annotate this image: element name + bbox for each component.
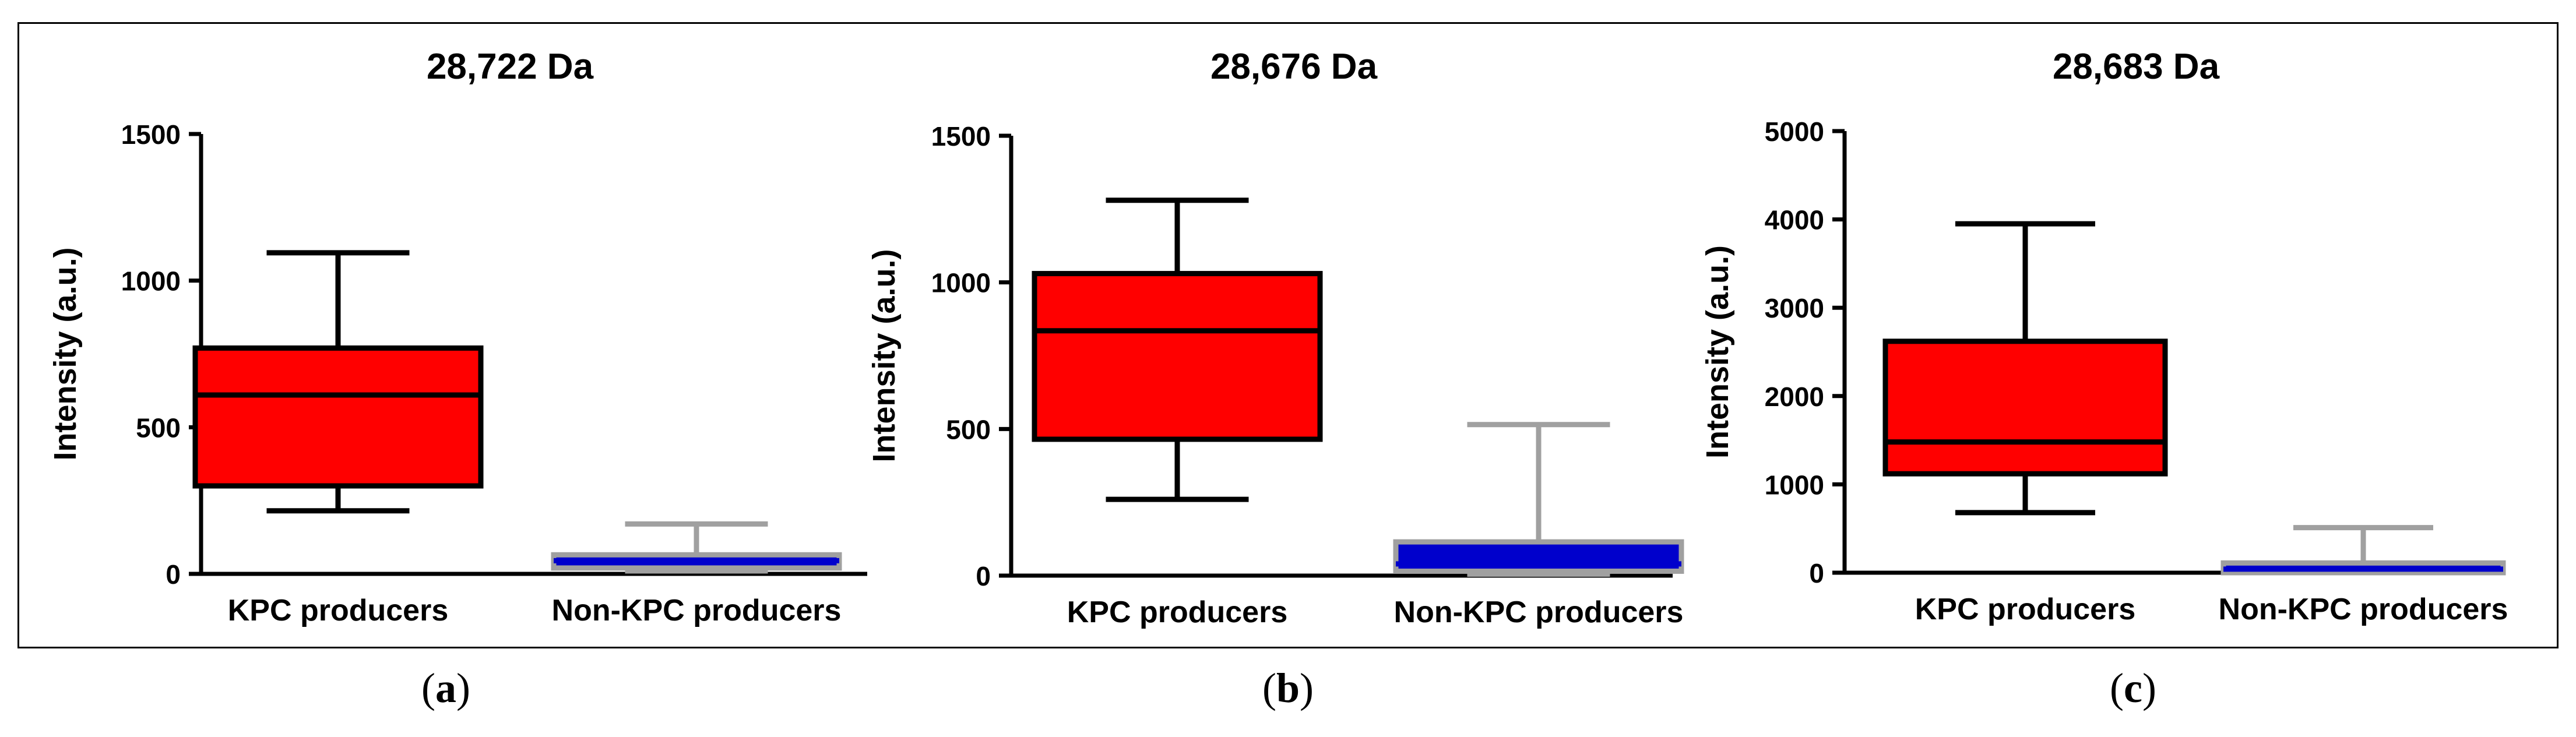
y-tick-label: 1000 <box>931 268 991 298</box>
figure-frame <box>17 22 2559 648</box>
chart-title: 28,683 Da <box>2053 47 2220 87</box>
y-tick-label: 5000 <box>1765 117 1824 147</box>
y-tick-label: 0 <box>976 561 991 591</box>
box-iqr <box>1882 338 2168 477</box>
y-tick-label: 1000 <box>1765 470 1824 500</box>
category-label: KPC producers <box>1915 593 2136 626</box>
chart-title: 28,676 Da <box>1210 47 1378 87</box>
caption-a: (a) <box>421 665 470 711</box>
y-tick-label: 500 <box>946 414 991 445</box>
y-axis-label: Intensity (a.u.) <box>867 249 902 462</box>
y-tick-label: 0 <box>166 559 181 590</box>
y-tick-label: 1500 <box>121 119 181 150</box>
y-axis-label: Intensity (a.u.) <box>48 247 83 460</box>
category-label: Non-KPC producers <box>1394 595 1684 629</box>
y-tick-label: 4000 <box>1765 205 1824 235</box>
category-label: KPC producers <box>1067 595 1288 629</box>
category-label: Non-KPC producers <box>2219 593 2508 626</box>
box-iqr <box>1032 271 1323 442</box>
category-label: Non-KPC producers <box>552 594 842 627</box>
y-tick-label: 0 <box>1809 558 1824 588</box>
box-iqr <box>192 345 484 489</box>
chart-title: 28,722 Da <box>427 47 594 87</box>
y-tick-label: 1000 <box>121 266 181 297</box>
box-iqr <box>1393 539 1684 574</box>
y-tick-label: 3000 <box>1765 293 1824 323</box>
y-tick-label: 1500 <box>931 121 991 151</box>
y-tick-label: 2000 <box>1765 382 1824 412</box>
category-label: KPC producers <box>228 594 449 627</box>
y-axis-label: Intensity (a.u.) <box>1700 245 1735 459</box>
caption-b: (b) <box>1262 665 1314 711</box>
y-tick-label: 500 <box>136 412 181 443</box>
caption-c: (c) <box>2110 665 2156 711</box>
